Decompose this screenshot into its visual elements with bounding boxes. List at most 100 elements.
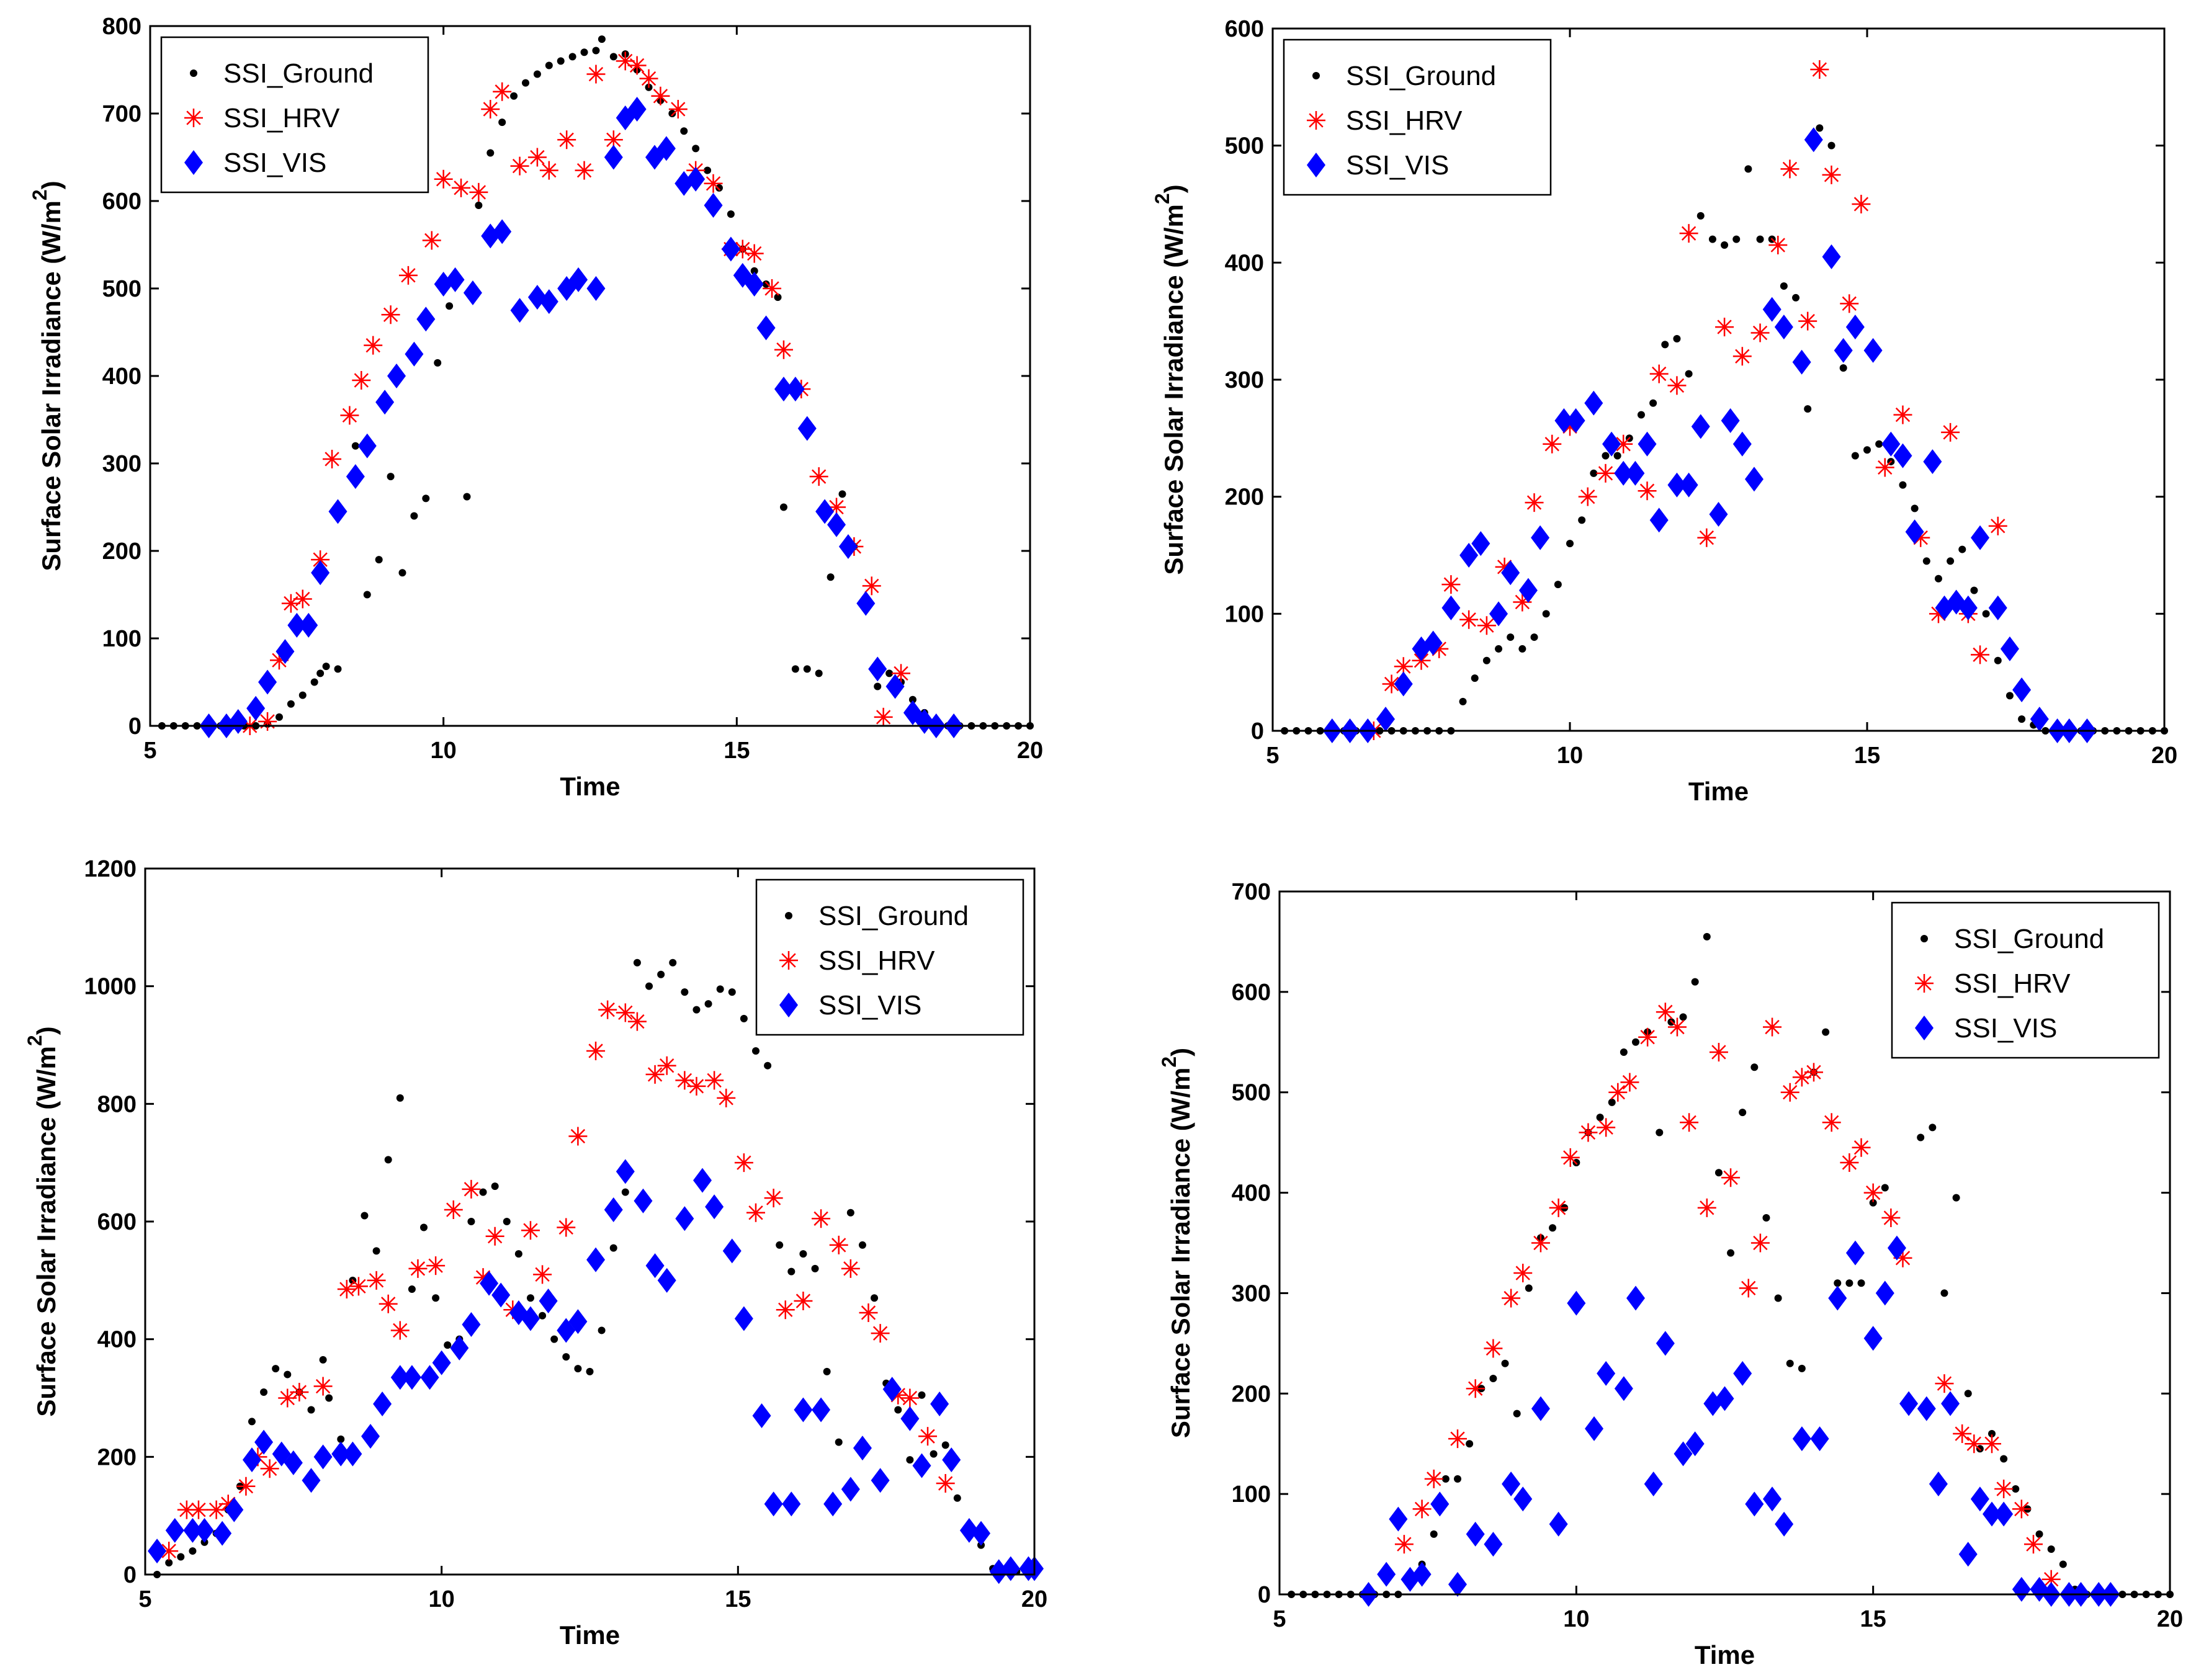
- data-point: [1828, 1285, 1847, 1311]
- data-point: [774, 340, 793, 359]
- data-point: [776, 1241, 784, 1249]
- y-tick-label: 800: [97, 1091, 137, 1117]
- y-axis-label-superscript: 2: [29, 189, 51, 200]
- data-point: [1459, 610, 1479, 629]
- data-point: [1940, 1289, 1948, 1297]
- data-point: [841, 1477, 860, 1502]
- legend: SSI_Ground SSI_HRV SSI_VIS: [1283, 38, 1552, 196]
- data-point: [1691, 414, 1710, 439]
- data-point: [420, 1223, 428, 1231]
- data-point: [1922, 557, 1930, 565]
- data-point: [1763, 1486, 1782, 1512]
- data-point: [1988, 595, 2007, 620]
- data-point: [1929, 604, 1948, 623]
- data-point: [1424, 1469, 1443, 1488]
- x-tick-label: 15: [725, 1586, 751, 1612]
- x-axis-label: Time: [1688, 777, 1749, 806]
- data-point: [373, 1391, 392, 1416]
- data-point: [704, 166, 712, 174]
- data-point: [479, 1188, 487, 1196]
- data-point: [1530, 633, 1538, 641]
- chart-panel-1: 5 10 15 200100200300400500600700800TimeSurf…: [29, 14, 1043, 801]
- data-point: [323, 449, 342, 468]
- y-tick-label: 200: [97, 1444, 137, 1470]
- data-point: [1774, 315, 1793, 340]
- data-point: [1798, 311, 1817, 331]
- data-point: [1822, 165, 1841, 184]
- data-point: [627, 1012, 647, 1031]
- data-point: [387, 473, 395, 481]
- y-axis-label-close: ): [37, 181, 66, 189]
- data-point: [1863, 1326, 1883, 1351]
- data-point: [794, 1292, 813, 1311]
- data-point: [1656, 1128, 1664, 1137]
- data-point: [598, 35, 606, 43]
- data-point: [1970, 586, 1978, 594]
- y-tick-label: 400: [1232, 1181, 1271, 1207]
- data-point: [446, 267, 465, 292]
- data-point: [782, 1491, 801, 1517]
- data-point: [871, 1294, 879, 1302]
- data-point: [1507, 633, 1515, 641]
- data-point: [794, 1397, 813, 1423]
- data-point: [446, 302, 454, 310]
- data-point: [1935, 1374, 1954, 1393]
- data-point: [1988, 1430, 1996, 1438]
- data-point: [1834, 1279, 1842, 1287]
- data-point: [337, 1435, 345, 1443]
- data-point: [165, 1517, 184, 1543]
- data-point: [705, 1194, 724, 1220]
- legend-label: SSI_VIS: [1346, 150, 1449, 181]
- data-point: [521, 1306, 540, 1331]
- data-point: [1596, 463, 1615, 483]
- data-point: [281, 594, 300, 613]
- data-point: [598, 1000, 617, 1019]
- data-point: [871, 1468, 890, 1493]
- data-point: [432, 1350, 451, 1375]
- y-tick-label: 300: [102, 451, 141, 477]
- data-point: [1525, 1284, 1533, 1292]
- data-point: [1852, 195, 1871, 213]
- data-point: [762, 280, 770, 288]
- data-point: [1792, 1426, 1811, 1452]
- data-point: [1459, 543, 1479, 568]
- data-point: [1822, 1028, 1830, 1036]
- y-axis-label: Surface Solar Irradiance (W/m2): [29, 181, 66, 571]
- data-point: [1448, 1429, 1467, 1449]
- data-point: [786, 377, 805, 402]
- data-point: [1810, 1426, 1829, 1452]
- legend-label: SSI_HRV: [223, 103, 340, 133]
- data-point: [349, 1277, 368, 1296]
- y-tick-label: 100: [1225, 601, 1264, 627]
- data-point: [1525, 493, 1544, 512]
- data-point: [1561, 1148, 1580, 1167]
- data-point: [450, 1335, 469, 1361]
- data-point: [526, 1294, 534, 1302]
- data-point: [1881, 431, 1901, 457]
- data-point: [207, 1500, 226, 1519]
- data-point: [1756, 235, 1764, 243]
- data-point: [838, 534, 858, 559]
- data-point: [1863, 337, 1883, 363]
- data-point: [1495, 645, 1503, 653]
- data-point: [1001, 1556, 1020, 1581]
- y-tick-label: 400: [97, 1327, 137, 1353]
- data-point: [510, 298, 529, 323]
- data-point: [299, 612, 318, 638]
- data-point: [1763, 1017, 1782, 1037]
- data-point: [420, 1365, 439, 1390]
- data-point: [657, 970, 665, 978]
- data-point: [1703, 932, 1711, 941]
- data-point: [1673, 334, 1681, 342]
- data-point: [797, 416, 817, 441]
- x-axis-label: Time: [560, 772, 620, 801]
- x-tick-label: 15: [1854, 743, 1880, 769]
- data-point: [1602, 431, 1621, 457]
- data-point: [1845, 1240, 1865, 1266]
- legend-label: SSI_Ground: [223, 58, 374, 89]
- data-point: [557, 130, 576, 150]
- data-point: [1745, 1491, 1764, 1517]
- data-point: [651, 86, 670, 105]
- data-point: [1780, 1083, 1799, 1102]
- data-point: [2012, 1576, 2031, 1602]
